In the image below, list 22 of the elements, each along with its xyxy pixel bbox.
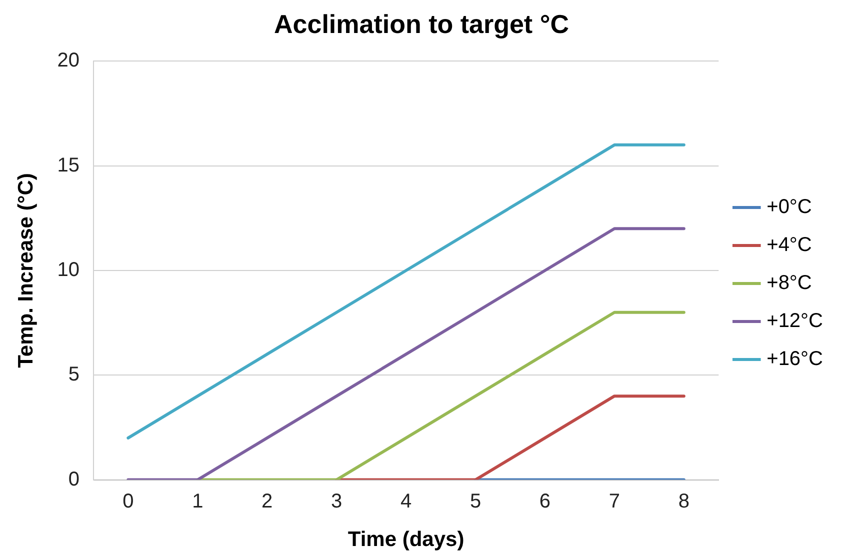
x-tick-label: 8 xyxy=(678,490,690,512)
x-tick-label: 2 xyxy=(262,490,273,512)
x-tick-label: 7 xyxy=(608,490,620,512)
legend-label: +16°C xyxy=(766,348,824,370)
y-tick-label: 15 xyxy=(57,154,80,176)
y-tick-label: 5 xyxy=(68,364,80,386)
legend-label: +0°C xyxy=(766,196,812,218)
x-tick-label: 4 xyxy=(400,490,412,512)
y-axis-title: Temp. Increase (°C) xyxy=(14,173,38,368)
legend-label: +8°C xyxy=(766,272,812,294)
y-tick-label: 10 xyxy=(57,259,80,282)
x-tick-label: 5 xyxy=(470,490,482,512)
x-tick-label: 1 xyxy=(192,490,204,512)
y-tick-label: 20 xyxy=(57,50,80,72)
chart-title: Acclimation to target °C xyxy=(274,8,570,39)
legend-label: +12°C xyxy=(766,310,824,332)
legend-label: +4°C xyxy=(766,234,812,256)
x-tick-label: 3 xyxy=(331,490,342,512)
x-axis-title: Time (days) xyxy=(348,528,464,552)
y-tick-label: 0 xyxy=(68,468,80,490)
x-tick-label: 6 xyxy=(539,490,551,512)
x-tick-label: 0 xyxy=(122,490,134,512)
